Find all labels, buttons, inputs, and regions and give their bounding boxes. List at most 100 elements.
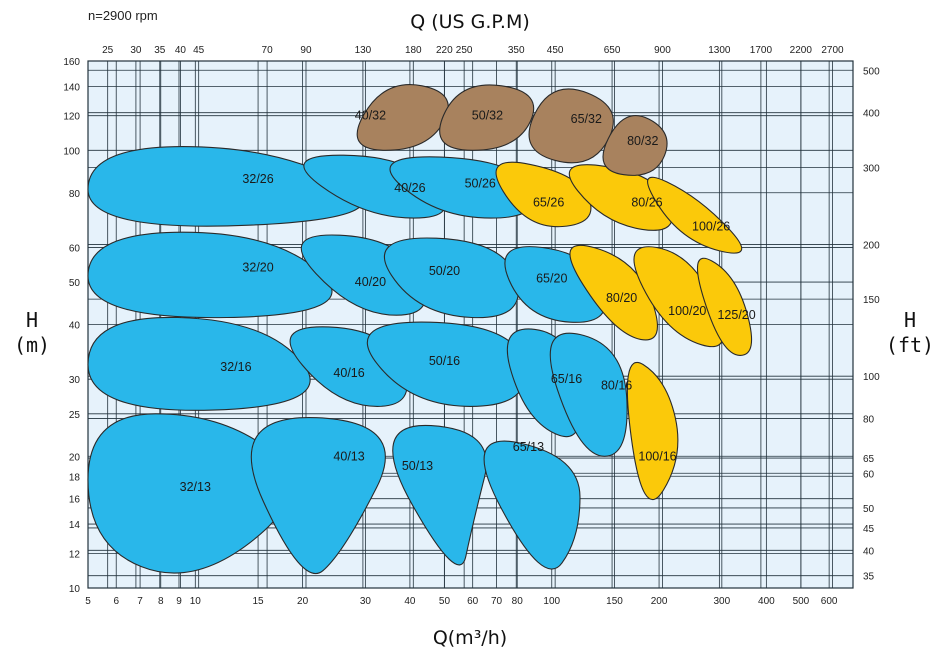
ticks: 5 6 7 8 9 10 15 20 30 40 50 60 70 80 100 150 200 300 400 50… (63, 45, 880, 607)
y-axis-title-left: H (26, 308, 38, 332)
x-tick-label-top: 1700 (750, 45, 773, 56)
x-tick-label-bottom: 5 (85, 596, 91, 607)
y-tick-label-right: 60 (863, 469, 875, 480)
region-80-16 (549, 332, 628, 457)
region-label-65-26: 65/26 (533, 195, 564, 209)
region-label-80-20: 80/20 (606, 291, 637, 305)
x-tick-label-top: 45 (193, 45, 205, 56)
x-tick-label-top: 220 (436, 45, 453, 56)
x-tick-label-bottom: 100 (543, 596, 560, 607)
x-tick-label-top: 130 (355, 45, 372, 56)
x-tick-label-bottom: 9 (176, 596, 182, 607)
x-tick-label-bottom: 600 (821, 596, 838, 607)
region-label-50-16: 50/16 (429, 354, 460, 368)
x-tick-label-bottom: 6 (113, 596, 119, 607)
y-tick-label-left: 20 (69, 452, 81, 463)
x-tick-label-bottom: 10 (190, 596, 202, 607)
x-tick-label-bottom: 500 (793, 596, 810, 607)
region-label-40-32: 40/32 (355, 109, 386, 123)
region-label-125-20: 125/20 (717, 308, 755, 322)
x-tick-label-bottom: 300 (713, 596, 730, 607)
region-label-50-26: 50/26 (465, 176, 496, 190)
region-80-32 (602, 115, 668, 176)
y-tick-label-left: 16 (69, 495, 81, 506)
y-tick-label-right: 40 (863, 546, 875, 557)
region-50-32 (439, 84, 535, 151)
region-125-20 (696, 257, 753, 356)
y-tick-label-right: 400 (863, 109, 880, 120)
region-label-50-13: 50/13 (402, 459, 433, 473)
region-50-13 (392, 424, 487, 566)
y-tick-label-left: 120 (63, 112, 80, 123)
x-tick-label-top: 40 (175, 45, 187, 56)
x-tick-label-bottom: 60 (467, 596, 479, 607)
x-tick-label-top: 450 (547, 45, 564, 56)
x-tick-label-top: 900 (654, 45, 671, 56)
x-tick-label-top: 2700 (821, 45, 844, 56)
y-tick-label-right: 150 (863, 295, 880, 306)
x-tick-label-top: 650 (604, 45, 621, 56)
y-tick-label-left: 18 (69, 472, 81, 483)
y-tick-label-left: 30 (69, 375, 81, 386)
x-tick-label-bottom: 8 (158, 596, 164, 607)
region-label-65-32: 65/32 (571, 112, 602, 126)
y-tick-label-left: 80 (69, 189, 81, 200)
y-tick-label-left: 160 (63, 57, 80, 68)
x-tick-label-top: 350 (508, 45, 525, 56)
y-tick-label-right: 35 (863, 572, 875, 583)
x-tick-label-bottom: 200 (651, 596, 668, 607)
x-tick-label-top: 2200 (790, 45, 813, 56)
y-axis-unit-left: (m) (14, 333, 50, 357)
region-label-40-16: 40/16 (333, 366, 364, 380)
x-tick-label-bottom: 150 (606, 596, 623, 607)
y-tick-label-left: 60 (69, 243, 81, 254)
region-100-26 (647, 176, 743, 254)
speed-note: n=2900 rpm (88, 8, 158, 23)
x-tick-label-bottom: 30 (360, 596, 372, 607)
region-label-80-26: 80/26 (631, 195, 662, 209)
x-tick-label-top: 250 (456, 45, 473, 56)
region-40-13 (250, 417, 386, 575)
x-axis-title-bottom: Q(m³/h) (433, 627, 507, 649)
y-tick-label-right: 50 (863, 504, 875, 515)
region-label-65-13: 65/13 (513, 440, 544, 454)
region-label-32-16: 32/16 (220, 360, 251, 374)
region-label-32-13: 32/13 (180, 480, 211, 494)
region-label-40-26: 40/26 (394, 181, 425, 195)
region-label-40-13: 40/13 (333, 449, 364, 463)
region-65-32 (528, 88, 614, 164)
region-label-40-20: 40/20 (355, 275, 386, 289)
x-tick-label-bottom: 50 (439, 596, 451, 607)
x-tick-label-bottom: 7 (137, 596, 143, 607)
region-40-32 (356, 84, 449, 151)
y-tick-label-right: 45 (863, 524, 875, 535)
x-tick-label-bottom: 70 (491, 596, 503, 607)
y-axis-unit-right: (ft) (886, 333, 934, 357)
x-tick-label-top: 25 (102, 45, 114, 56)
y-tick-label-left: 40 (69, 321, 81, 332)
y-tick-label-left: 12 (69, 549, 81, 560)
x-tick-label-top: 180 (405, 45, 422, 56)
y-tick-label-right: 200 (863, 240, 880, 251)
x-tick-label-top: 70 (262, 45, 274, 56)
y-tick-label-left: 25 (69, 410, 81, 421)
region-label-32-26: 32/26 (242, 172, 273, 186)
x-tick-label-bottom: 400 (758, 596, 775, 607)
region-labels: 32/26 40/26 50/26 32/20 40/20 50/20 65/20 32/16… (180, 109, 756, 494)
x-tick-label-top: 1300 (708, 45, 731, 56)
y-tick-label-right: 500 (863, 66, 880, 77)
y-tick-label-right: 300 (863, 163, 880, 174)
region-label-100-26: 100/26 (692, 219, 730, 233)
region-label-80-32: 80/32 (627, 134, 658, 148)
y-tick-label-right: 100 (863, 372, 880, 383)
x-tick-label-bottom: 40 (404, 596, 416, 607)
x-tick-label-bottom: 15 (253, 596, 265, 607)
region-label-65-16: 65/16 (551, 372, 582, 386)
y-tick-label-left: 14 (69, 520, 81, 531)
region-label-50-32: 50/32 (472, 109, 503, 123)
y-tick-label-left: 100 (63, 146, 80, 157)
x-tick-label-top: 35 (154, 45, 166, 56)
y-tick-label-left: 10 (69, 584, 81, 595)
region-100-16 (626, 362, 679, 501)
